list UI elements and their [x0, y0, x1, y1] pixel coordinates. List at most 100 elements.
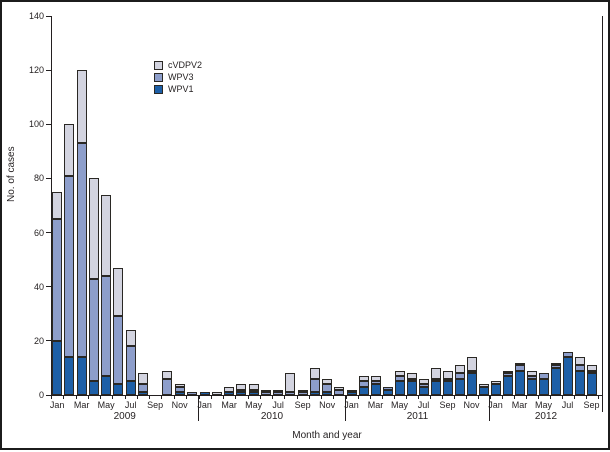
bar-segment-cvdpv2 — [370, 376, 381, 382]
bar-segment-cvdpv2 — [346, 389, 357, 393]
bar-segment-cvdpv2 — [260, 389, 271, 393]
legend-swatch-wpv3 — [154, 72, 163, 82]
bar-segment-wpv3 — [382, 386, 393, 390]
bar-segment-wpv3 — [285, 392, 296, 395]
bar-segment-wpv1 — [466, 373, 477, 395]
month-tick — [501, 395, 503, 399]
month-label: May — [245, 400, 263, 410]
month-tick — [75, 395, 77, 399]
bar-segment-wpv1 — [101, 376, 112, 395]
month-label: Mar — [367, 400, 384, 410]
bar-segment-cvdpv2 — [442, 370, 453, 379]
year-label: 2011 — [406, 411, 429, 422]
legend: cVDPV2 WPV3 WPV1 — [154, 59, 202, 95]
bar-segment-wpv3 — [442, 378, 453, 382]
bar-segment-cvdpv2 — [211, 392, 222, 395]
bar-segment-cvdpv2 — [586, 365, 597, 371]
bar-segment-wpv1 — [478, 386, 489, 395]
month-tick — [489, 395, 491, 399]
bar-segment-wpv1 — [442, 381, 453, 395]
y-axis-line — [51, 16, 52, 396]
y-tick — [46, 15, 51, 17]
plot-right-border — [602, 16, 603, 412]
bar-segment-wpv3 — [334, 389, 345, 395]
month-tick — [441, 395, 443, 399]
month-tick — [247, 395, 249, 399]
month-tick — [357, 395, 359, 399]
legend-label: WPV1 — [168, 83, 194, 94]
bar-segment-wpv3 — [562, 351, 573, 358]
year-label: 2012 — [534, 411, 558, 422]
month-tick — [284, 395, 286, 399]
month-label: Sep — [439, 400, 456, 410]
month-tick — [573, 395, 575, 399]
month-label: Nov — [319, 400, 336, 410]
bar-segment-wpv3 — [538, 373, 549, 379]
month-tick — [259, 395, 261, 399]
month-tick — [393, 395, 395, 399]
bar-segment-wpv1 — [502, 376, 513, 395]
bar-segment-wpv3 — [502, 373, 513, 377]
bar-segment-wpv1 — [382, 389, 393, 395]
bar-segment-wpv3 — [260, 392, 271, 395]
bar-segment-wpv1 — [52, 340, 63, 395]
bar-segment-wpv1 — [370, 384, 381, 395]
bar-segment-cvdpv2 — [454, 365, 465, 374]
y-tick-label: 40 — [33, 281, 44, 292]
year-label: 2010 — [260, 411, 284, 422]
month-label: Jan — [488, 400, 503, 410]
bar-segment-wpv1 — [526, 378, 537, 395]
month-tick — [112, 395, 114, 399]
bar-segment-wpv3 — [550, 365, 561, 368]
y-tick — [46, 123, 51, 125]
bar-segment-wpv3 — [526, 376, 537, 379]
year-divider — [489, 395, 490, 421]
bar-segment-cvdpv2 — [394, 370, 405, 377]
month-label: Jul — [561, 400, 574, 410]
bar-segment-wpv1 — [490, 384, 501, 395]
year-divider — [345, 395, 346, 421]
month-label: Nov — [171, 400, 188, 410]
bar-segment-cvdpv2 — [236, 384, 247, 390]
bar-segment-wpv1 — [137, 392, 148, 395]
month-tick — [136, 395, 138, 399]
bar-segment-wpv3 — [466, 370, 477, 374]
month-tick — [185, 395, 187, 399]
bar-segment-wpv3 — [574, 365, 585, 371]
bar-segment-wpv1 — [64, 357, 75, 395]
bar-segment-wpv3 — [273, 392, 284, 395]
bar-segment-wpv1 — [224, 392, 235, 395]
month-tick — [51, 395, 52, 399]
month-tick — [513, 395, 515, 399]
y-tick — [46, 69, 51, 71]
bar-segment-wpv3 — [358, 381, 369, 387]
month-tick — [561, 395, 563, 399]
month-tick — [585, 395, 587, 399]
bar-segment-cvdpv2 — [490, 381, 501, 385]
month-label: Jul — [272, 400, 284, 410]
month-tick — [417, 395, 419, 399]
bar-segment-wpv1 — [454, 378, 465, 395]
month-label: Jan — [197, 400, 212, 410]
month-tick — [161, 395, 163, 399]
bar-segment-cvdpv2 — [466, 357, 477, 371]
month-label: May — [97, 400, 115, 410]
bar-segment-wpv1 — [394, 381, 405, 395]
bar-segment-wpv1 — [586, 373, 597, 395]
bar-segment-wpv3 — [88, 278, 99, 382]
bar-segment-cvdpv2 — [113, 267, 124, 317]
bar-segment-wpv1 — [406, 381, 417, 395]
bar-segment-cvdpv2 — [76, 70, 87, 144]
month-tick — [235, 395, 237, 399]
month-label: Sep — [147, 400, 164, 410]
bar-segment-wpv3 — [162, 378, 173, 395]
y-axis-title: No. of cases — [6, 146, 17, 202]
bar-segment-cvdpv2 — [64, 124, 75, 176]
bar-segment-wpv1 — [358, 386, 369, 395]
bar-segment-cvdpv2 — [502, 370, 513, 374]
month-tick — [124, 395, 126, 399]
year-label: 2009 — [113, 411, 136, 422]
bar-segment-cvdpv2 — [224, 386, 235, 393]
bar-segment-wpv3 — [430, 378, 441, 382]
